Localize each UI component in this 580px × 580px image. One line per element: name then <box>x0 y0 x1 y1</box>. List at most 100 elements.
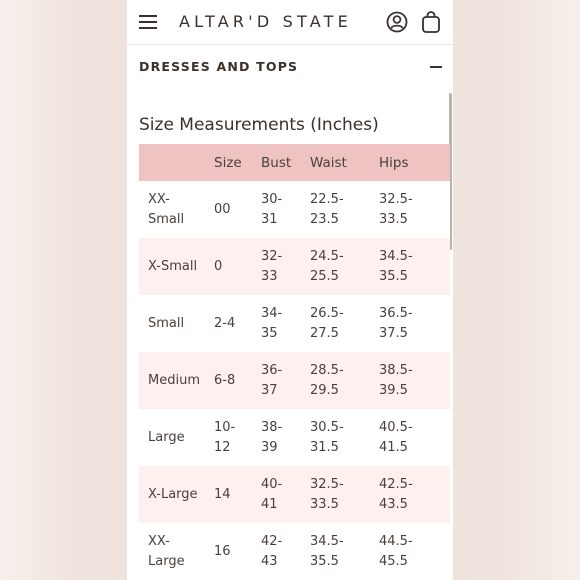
table-row: XX- Small 00 30- 31 22.5- 23.5 32.5- 33.5 <box>139 181 450 238</box>
hips-value: 39.5 <box>379 382 408 398</box>
column-header-size: Size <box>214 144 261 181</box>
size-label: Small <box>148 211 185 227</box>
size-value: 6-8 <box>214 372 236 388</box>
size-table-title: Size Measurements (Inches) <box>139 115 379 135</box>
waist-value: 33.5 <box>310 496 339 512</box>
size-value: 16 <box>214 543 231 559</box>
hips-value: 37.5 <box>379 325 408 341</box>
table-row: Medium 6-8 36- 37 28.5- 29.5 38.5- 39.5 <box>139 352 450 409</box>
size-value: 0 <box>214 258 223 274</box>
waist-value: 22.5- <box>310 191 344 207</box>
size-label: X-Large <box>148 486 198 502</box>
column-header <box>139 144 214 181</box>
waist-value-cell: 34.5- 35.5 <box>310 523 379 580</box>
waist-value: 28.5- <box>310 362 344 378</box>
hips-value-cell: 34.5- 35.5 <box>379 238 450 295</box>
bust-value: 40- <box>261 476 283 492</box>
dresses-and-tops-accordion[interactable]: DRESSES AND TOPS <box>127 45 453 89</box>
size-value: 00 <box>214 201 231 217</box>
size-measurements-table: Size Bust Waist Hips XX- Small 00 30- 31 22.5… <box>139 144 450 580</box>
hips-value-cell: 42.5- 43.5 <box>379 466 450 523</box>
hips-value: 35.5 <box>379 268 408 284</box>
size-value: 12 <box>214 439 231 455</box>
bust-value: 32- <box>261 248 283 264</box>
size-value: 2-4 <box>214 315 236 331</box>
table-row: Large 10- 12 38- 39 30.5- 31.5 40.5- 41.5 <box>139 409 450 466</box>
column-header-waist: Waist <box>310 144 379 181</box>
size-label: XX- <box>148 533 170 549</box>
hips-value-cell: 44.5- 45.5 <box>379 523 450 580</box>
site-logo[interactable]: ALTAR'D STATE <box>179 12 352 31</box>
waist-value: 32.5- <box>310 476 344 492</box>
hips-value: 45.5 <box>379 553 408 569</box>
hips-value-cell: 40.5- 41.5 <box>379 409 450 466</box>
accordion-title: DRESSES AND TOPS <box>139 59 299 74</box>
waist-value: 29.5 <box>310 382 339 398</box>
size-value-cell: 6-8 <box>214 352 261 409</box>
waist-value: 26.5- <box>310 305 344 321</box>
site-header: ALTAR'D STATE <box>127 0 453 45</box>
waist-value: 30.5- <box>310 419 344 435</box>
table-header-row: Size Bust Waist Hips <box>139 144 450 181</box>
column-header-hips: Hips <box>379 144 450 181</box>
waist-value: 24.5- <box>310 248 344 264</box>
bust-value: 31 <box>261 211 278 227</box>
table-row: X-Large 14 40- 41 32.5- 33.5 42.5- 43.5 <box>139 466 450 523</box>
hips-value-cell: 38.5- 39.5 <box>379 352 450 409</box>
bust-value-cell: 38- 39 <box>261 409 310 466</box>
size-label: Medium <box>148 372 200 388</box>
hips-value: 36.5- <box>379 305 413 321</box>
size-value: 10- <box>214 419 236 435</box>
hips-value: 43.5 <box>379 496 408 512</box>
waist-value: 23.5 <box>310 211 339 227</box>
account-icon[interactable] <box>385 10 409 34</box>
bust-value: 41 <box>261 496 278 512</box>
hips-value: 42.5- <box>379 476 413 492</box>
hips-value-cell: 36.5- 37.5 <box>379 295 450 352</box>
bust-value: 33 <box>261 268 278 284</box>
hips-value: 41.5 <box>379 439 408 455</box>
size-label: XX- <box>148 191 170 207</box>
hips-value: 34.5- <box>379 248 413 264</box>
table-row: XX- Large 16 42- 43 34.5- 35.5 44.5- 45.5 <box>139 523 450 580</box>
bust-value-cell: 40- 41 <box>261 466 310 523</box>
waist-value-cell: 30.5- 31.5 <box>310 409 379 466</box>
bust-value: 34- <box>261 305 283 321</box>
size-label-cell: XX- Small <box>139 181 214 238</box>
hips-value: 44.5- <box>379 533 413 549</box>
size-label: Small <box>148 315 185 331</box>
waist-value: 34.5- <box>310 533 344 549</box>
shopping-bag-icon[interactable] <box>419 10 443 34</box>
bust-value-cell: 36- 37 <box>261 352 310 409</box>
size-label-cell: XX- Large <box>139 523 214 580</box>
bust-value: 36- <box>261 362 283 378</box>
column-header-bust: Bust <box>261 144 310 181</box>
size-value-cell: 14 <box>214 466 261 523</box>
size-label-cell: X-Large <box>139 466 214 523</box>
bust-value: 37 <box>261 382 278 398</box>
waist-value: 27.5 <box>310 325 339 341</box>
hips-value-cell: 32.5- 33.5 <box>379 181 450 238</box>
size-value-cell: 16 <box>214 523 261 580</box>
bust-value-cell: 34- 35 <box>261 295 310 352</box>
bust-value: 39 <box>261 439 278 455</box>
size-label-cell: Large <box>139 409 214 466</box>
background-left <box>0 0 127 580</box>
bust-value-cell: 42- 43 <box>261 523 310 580</box>
bust-value: 35 <box>261 325 278 341</box>
size-value-cell: 0 <box>214 238 261 295</box>
waist-value: 31.5 <box>310 439 339 455</box>
bust-value: 30- <box>261 191 283 207</box>
minus-icon[interactable] <box>430 66 442 68</box>
bust-value: 42- <box>261 533 283 549</box>
scrollbar[interactable] <box>449 93 452 250</box>
size-value-cell: 10- 12 <box>214 409 261 466</box>
size-label: Large <box>148 553 185 569</box>
waist-value-cell: 24.5- 25.5 <box>310 238 379 295</box>
size-value: 14 <box>214 486 231 502</box>
waist-value-cell: 28.5- 29.5 <box>310 352 379 409</box>
waist-value: 35.5 <box>310 553 339 569</box>
hips-value: 38.5- <box>379 362 413 378</box>
size-value-cell: 2-4 <box>214 295 261 352</box>
hamburger-menu-icon[interactable] <box>139 14 159 30</box>
